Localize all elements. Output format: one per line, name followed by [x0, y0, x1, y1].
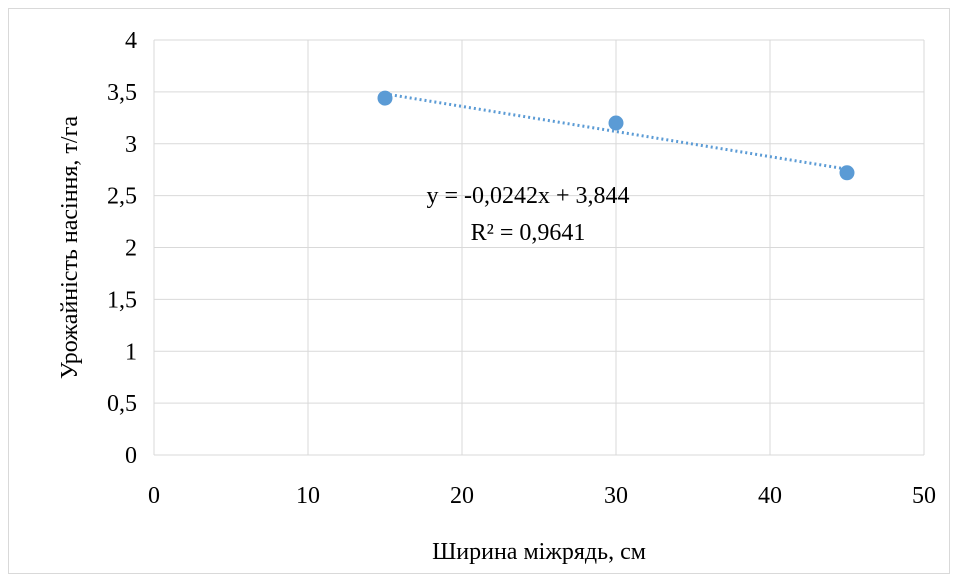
y-axis-title: Урожайність насіння, т/га [57, 116, 83, 380]
x-tick-label: 0 [148, 483, 160, 509]
data-point [377, 90, 393, 106]
data-point [839, 165, 855, 181]
trendline-equation: y = -0,0242x + 3,844 [426, 183, 629, 209]
grid [153, 39, 925, 455]
y-tick-label: 1,5 [107, 287, 137, 313]
data-point [608, 115, 624, 131]
y-tick-label: 1 [125, 339, 137, 365]
x-tick-label: 20 [450, 483, 474, 509]
tick-labels: 00,511,522,533,540 10 20 30 40 50 [107, 28, 936, 509]
trendline-r-squared: R² = 0,9641 [471, 220, 586, 246]
y-tick-label: 0,5 [107, 391, 137, 417]
x-tick-label: 40 [758, 483, 782, 509]
data-points [377, 90, 855, 181]
y-tick-label: 2 [125, 236, 137, 262]
x-axis-title: Ширина міжрядь, см [432, 539, 646, 565]
x-tick-label: 10 [296, 483, 320, 509]
x-tick-label: 50 [912, 483, 936, 509]
chart-frame [8, 8, 950, 574]
x-tick-label: 30 [604, 483, 628, 509]
trendline [384, 92, 848, 171]
y-tick-label: 4 [125, 28, 137, 54]
y-tick-label: 2,5 [107, 184, 137, 210]
y-tick-label: 0 [125, 443, 137, 469]
y-tick-label: 3 [125, 132, 137, 158]
y-tick-label: 3,5 [107, 80, 137, 106]
